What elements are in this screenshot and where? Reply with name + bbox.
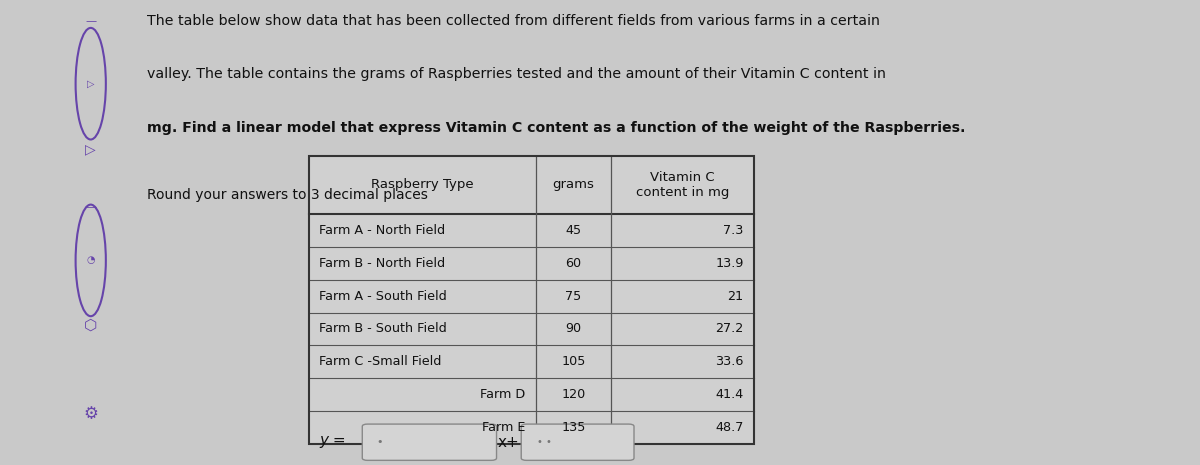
Text: Vitamin C
content in mg: Vitamin C content in mg: [636, 171, 730, 199]
Text: Raspberry Type: Raspberry Type: [371, 179, 474, 191]
Text: The table below show data that has been collected from different fields from var: The table below show data that has been …: [148, 14, 881, 28]
Text: grams: grams: [552, 179, 594, 191]
Text: Farm B - South Field: Farm B - South Field: [319, 323, 448, 335]
Text: mg. Find a linear model that express Vitamin C content as a function of the weig: mg. Find a linear model that express Vit…: [148, 121, 966, 135]
FancyBboxPatch shape: [521, 424, 634, 460]
Text: Farm E: Farm E: [482, 421, 526, 434]
Text: valley. The table contains the grams of Raspberries tested and the amount of the: valley. The table contains the grams of …: [148, 67, 887, 81]
Text: 27.2: 27.2: [715, 323, 744, 335]
FancyBboxPatch shape: [362, 424, 497, 460]
Text: 7.3: 7.3: [724, 224, 744, 237]
Text: ⚙: ⚙: [83, 405, 98, 423]
Text: 13.9: 13.9: [715, 257, 744, 270]
Text: ▷: ▷: [85, 142, 96, 156]
Text: Farm C -Small Field: Farm C -Small Field: [319, 355, 442, 368]
Text: 90: 90: [565, 323, 582, 335]
Text: —: —: [85, 202, 96, 212]
Text: 135: 135: [562, 421, 586, 434]
Text: y =: y =: [319, 433, 346, 448]
Text: Farm B - North Field: Farm B - North Field: [319, 257, 445, 270]
Text: 33.6: 33.6: [715, 355, 744, 368]
Bar: [308, 156, 755, 444]
Text: —: —: [85, 16, 96, 26]
Text: Farm A - North Field: Farm A - North Field: [319, 224, 445, 237]
Text: Round your answers to 3 decimal places: Round your answers to 3 decimal places: [148, 188, 428, 202]
Text: ◔: ◔: [86, 255, 95, 266]
Text: ⬡: ⬡: [84, 318, 97, 333]
Text: 75: 75: [565, 290, 582, 303]
Text: 41.4: 41.4: [715, 388, 744, 401]
Text: Farm D: Farm D: [480, 388, 526, 401]
Text: 21: 21: [727, 290, 744, 303]
Text: 120: 120: [562, 388, 586, 401]
Text: •: •: [377, 437, 383, 447]
Text: • •: • •: [538, 437, 552, 447]
Text: Farm A - South Field: Farm A - South Field: [319, 290, 448, 303]
Text: 45: 45: [565, 224, 582, 237]
Text: ▷: ▷: [86, 79, 95, 89]
Text: 105: 105: [562, 355, 586, 368]
Text: 60: 60: [565, 257, 582, 270]
Text: 48.7: 48.7: [715, 421, 744, 434]
Text: x+: x+: [498, 435, 520, 450]
Bar: [308, 156, 755, 444]
